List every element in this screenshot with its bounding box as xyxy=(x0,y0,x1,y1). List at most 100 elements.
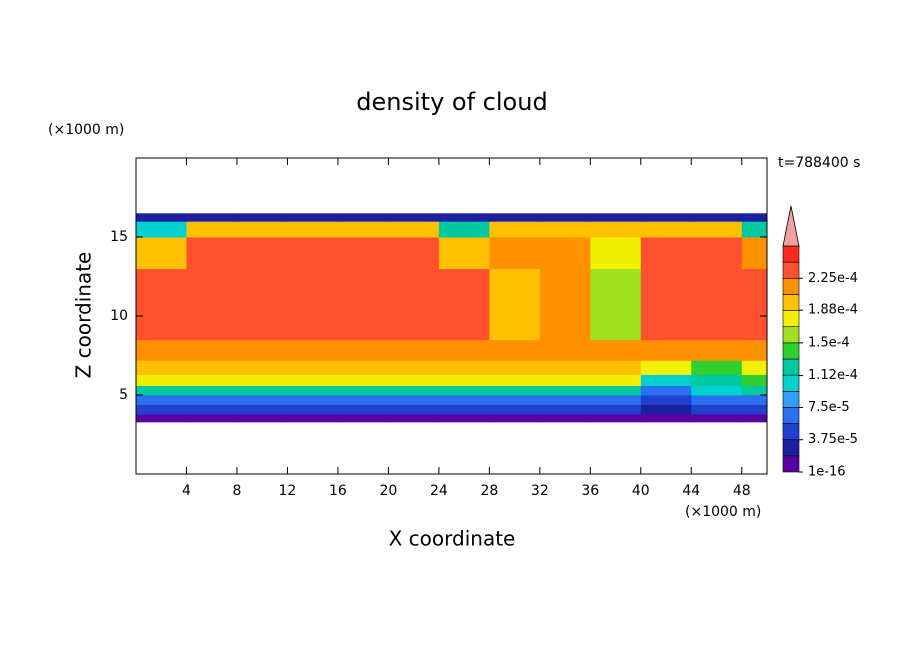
cell xyxy=(388,404,440,415)
cell xyxy=(337,385,389,396)
field xyxy=(136,213,768,423)
cell xyxy=(590,268,642,341)
cell xyxy=(539,413,591,423)
cell xyxy=(186,385,238,396)
cell xyxy=(590,339,642,361)
cell xyxy=(691,404,743,415)
cell xyxy=(590,404,642,415)
y-tick-label: 5 xyxy=(119,387,128,403)
x-tick-label: 12 xyxy=(279,483,297,499)
cell xyxy=(337,395,389,405)
colorbar-swatch xyxy=(782,439,800,457)
cell xyxy=(691,385,743,396)
x-tick-label: 16 xyxy=(329,483,347,499)
x-tick-label: 20 xyxy=(379,483,397,499)
cell xyxy=(287,385,339,396)
colorbar-tick-label: 1.88e-4 xyxy=(808,303,858,318)
cell xyxy=(136,404,187,415)
x-tick-label: 48 xyxy=(733,483,751,499)
cell xyxy=(287,339,339,361)
cell xyxy=(388,221,440,238)
cell xyxy=(489,221,541,238)
cell xyxy=(640,360,692,375)
cell xyxy=(691,413,743,423)
cell xyxy=(186,213,238,222)
cell xyxy=(388,268,440,341)
cell xyxy=(186,360,238,375)
time-label: t=788400 s xyxy=(778,155,860,171)
cell xyxy=(640,413,692,423)
cell xyxy=(691,395,743,405)
y-unit: (×1000 m) xyxy=(48,122,124,138)
x-tick-label: 44 xyxy=(682,483,700,499)
colorbar-swatch xyxy=(782,310,800,328)
cell xyxy=(691,374,743,387)
colorbar-swatch xyxy=(782,358,800,376)
colorbar-swatch xyxy=(782,342,800,360)
cell xyxy=(236,213,288,222)
x-tick-label: 8 xyxy=(232,483,241,499)
cell xyxy=(741,404,768,415)
cell xyxy=(489,413,541,423)
cell xyxy=(741,360,768,375)
cell xyxy=(438,268,490,341)
colorbar-swatch xyxy=(782,245,800,263)
colorbar-swatch xyxy=(782,277,800,295)
colorbar-tick-label: 1.12e-4 xyxy=(808,368,858,383)
cell xyxy=(489,360,541,375)
cell xyxy=(287,404,339,415)
cell xyxy=(236,360,288,375)
cell xyxy=(287,413,339,423)
cell xyxy=(337,213,389,222)
cell xyxy=(337,404,389,415)
cell xyxy=(438,374,490,387)
colorbar-swatch xyxy=(782,261,800,279)
cell xyxy=(388,385,440,396)
cell xyxy=(388,237,440,270)
cell xyxy=(640,213,692,222)
cell xyxy=(691,360,743,375)
cell xyxy=(438,404,490,415)
x-tick-label: 28 xyxy=(480,483,498,499)
cell xyxy=(489,339,541,361)
colorbar-swatch xyxy=(782,390,800,408)
colorbar-swatch xyxy=(782,374,800,392)
cell xyxy=(691,268,743,341)
cell xyxy=(186,395,238,405)
x-unit: (×1000 m) xyxy=(685,504,761,520)
cell xyxy=(136,395,187,405)
cell xyxy=(489,213,541,222)
cell xyxy=(287,221,339,238)
cell xyxy=(438,339,490,361)
cell xyxy=(741,213,768,222)
cell xyxy=(640,221,692,238)
cell xyxy=(337,360,389,375)
cell xyxy=(539,268,591,341)
cell xyxy=(337,339,389,361)
cell xyxy=(539,213,591,222)
cell xyxy=(438,395,490,405)
cell xyxy=(388,374,440,387)
cell xyxy=(236,268,288,341)
cell xyxy=(287,395,339,405)
cell xyxy=(186,237,238,270)
cell xyxy=(741,385,768,396)
cell xyxy=(691,221,743,238)
cell xyxy=(136,413,187,423)
cell xyxy=(741,395,768,405)
cell xyxy=(236,339,288,361)
cell xyxy=(337,237,389,270)
cell xyxy=(236,413,288,423)
colorbar-swatch xyxy=(782,423,800,441)
cell xyxy=(539,374,591,387)
colorbar-tick-label: 1e-16 xyxy=(808,465,846,480)
y-axis-label: Z coordinate xyxy=(72,252,96,379)
y-tick-label: 15 xyxy=(110,229,128,245)
cell xyxy=(236,404,288,415)
x-tick-label: 24 xyxy=(430,483,448,499)
cell xyxy=(186,268,238,341)
cell xyxy=(186,404,238,415)
cell xyxy=(640,268,692,341)
cell xyxy=(337,268,389,341)
